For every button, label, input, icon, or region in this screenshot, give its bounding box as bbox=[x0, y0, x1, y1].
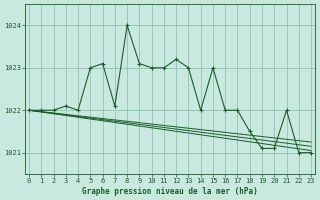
X-axis label: Graphe pression niveau de la mer (hPa): Graphe pression niveau de la mer (hPa) bbox=[82, 187, 258, 196]
